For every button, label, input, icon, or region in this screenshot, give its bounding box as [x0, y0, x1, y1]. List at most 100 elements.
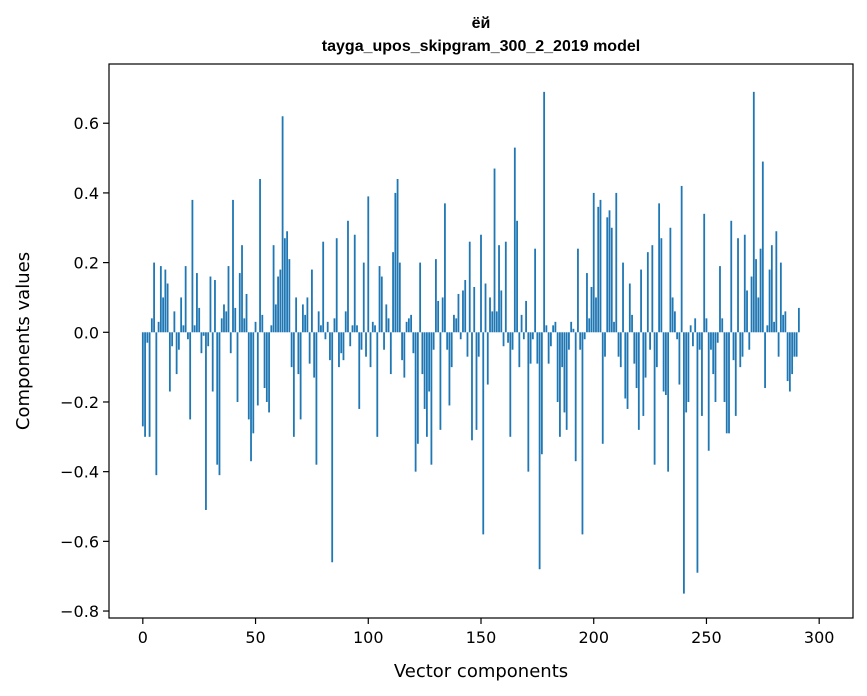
bar-152	[484, 283, 487, 333]
bar-77	[315, 332, 318, 465]
bar-219	[635, 332, 638, 389]
bar-49	[252, 332, 255, 434]
bar-257	[721, 318, 724, 333]
bar-150	[480, 234, 482, 333]
bar-92	[349, 332, 352, 347]
bar-170	[525, 300, 527, 333]
bar-142	[462, 290, 464, 333]
bar-179	[545, 325, 548, 333]
bar-114	[398, 262, 401, 333]
bar-156	[493, 168, 496, 333]
bar-271	[752, 91, 755, 333]
bar-205	[604, 332, 606, 357]
bar-84	[331, 332, 334, 563]
bar-278	[768, 269, 771, 333]
bar-161	[504, 241, 507, 333]
bar-213	[622, 262, 624, 333]
bar-286	[786, 332, 789, 382]
bar-204	[601, 332, 604, 444]
bar-171	[527, 332, 530, 472]
bar-62	[281, 116, 284, 333]
bar-11	[166, 283, 169, 333]
bar-254	[714, 332, 717, 402]
bar-144	[466, 332, 469, 357]
bar-163	[509, 332, 512, 437]
bar-79	[320, 325, 322, 333]
x-axis-ticks: 0 50 100 150 200 250 300	[138, 618, 834, 647]
bar-7	[157, 321, 160, 333]
bar-178	[543, 91, 546, 333]
bar-223	[644, 332, 647, 378]
x-tick-label-100: 100	[353, 628, 384, 647]
bar-69	[297, 332, 300, 375]
bar-138	[453, 314, 455, 333]
x-tick-label-150: 150	[466, 628, 497, 647]
bar-253	[712, 332, 715, 375]
bar-41	[234, 307, 237, 333]
bar-12	[168, 332, 171, 392]
bar-224	[646, 252, 649, 333]
bar-24	[196, 273, 198, 333]
bar-5	[153, 262, 155, 333]
bar-148	[475, 332, 478, 430]
bar-269	[748, 332, 751, 350]
bar-113	[396, 178, 399, 333]
bar-15	[175, 332, 178, 375]
bar-165	[513, 147, 516, 333]
bar-189	[568, 332, 570, 350]
bar-40	[232, 199, 234, 333]
bar-54	[263, 332, 266, 389]
bar-199	[590, 286, 593, 333]
bar-99	[365, 332, 367, 357]
bar-60	[277, 276, 279, 333]
bar-137	[450, 332, 453, 368]
bar-100	[367, 196, 370, 333]
bar-265	[739, 332, 742, 368]
bar-109	[387, 318, 390, 333]
bar-211	[617, 332, 620, 357]
bar-182	[552, 325, 555, 333]
bar-97	[360, 332, 363, 350]
bar-149	[477, 332, 480, 357]
bar-284	[782, 314, 785, 333]
bar-8	[159, 266, 162, 333]
bar-108	[385, 304, 388, 333]
bar-184	[556, 332, 559, 402]
bar-27	[202, 332, 205, 336]
bar-9	[162, 297, 165, 333]
bar-116	[403, 332, 406, 378]
bar-252	[710, 332, 712, 350]
bar-172	[529, 332, 532, 364]
bar-29	[207, 332, 210, 347]
bar-139	[455, 318, 458, 333]
y-tick-label-3: −0.2	[60, 393, 99, 412]
bars-group	[141, 91, 800, 594]
bar-290	[795, 332, 798, 357]
bar-48	[250, 332, 252, 462]
bar-264	[737, 238, 739, 333]
bar-67	[292, 332, 295, 437]
bar-154	[489, 297, 491, 333]
bar-56	[268, 332, 270, 413]
bar-18	[182, 325, 185, 333]
bar-91	[347, 220, 349, 333]
bar-52	[259, 178, 261, 333]
bar-72	[304, 314, 307, 333]
bar-244	[692, 332, 694, 347]
bar-261	[730, 220, 733, 333]
bar-50	[254, 321, 257, 333]
bar-21	[189, 332, 192, 420]
bar-203	[599, 199, 602, 333]
bar-209	[613, 321, 615, 333]
bar-243	[689, 325, 692, 333]
bar-25	[198, 307, 201, 333]
bar-280	[773, 321, 775, 333]
bar-198	[588, 318, 591, 333]
bar-276	[764, 332, 766, 389]
bar-130	[435, 259, 437, 333]
bar-102	[371, 321, 374, 333]
bar-43	[238, 273, 241, 333]
bar-83	[329, 332, 331, 361]
bar-246	[696, 332, 699, 573]
